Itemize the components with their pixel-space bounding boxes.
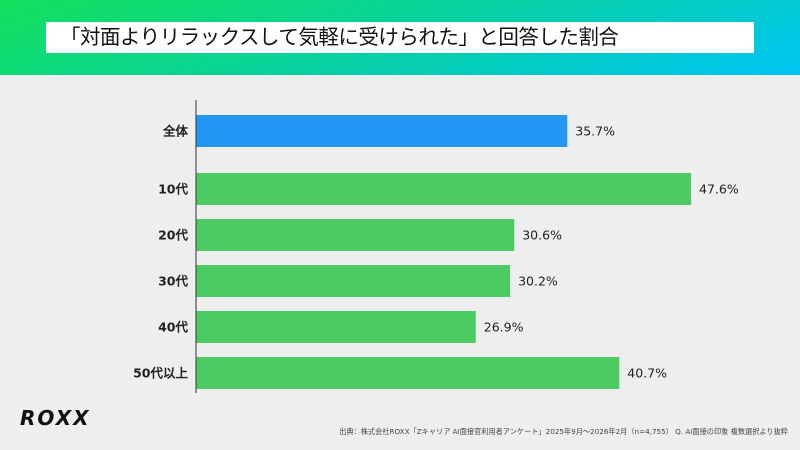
bar-1 [196,173,692,205]
roxx-logo: ROXX [20,406,91,430]
bar-3 [196,265,511,297]
category-label: 30代 [158,274,188,289]
bar-5 [196,357,620,389]
category-label: 50代以上 [133,366,188,381]
value-label: 30.2% [518,274,558,289]
category-label: 10代 [158,182,188,197]
value-label: 26.9% [484,320,524,335]
bar-2 [196,219,515,251]
value-label: 30.6% [522,228,562,243]
source-note: 出典：株式会社ROXX「Zキャリア AI面接官利用者アンケート」2025年9月〜… [339,427,788,436]
category-label: 全体 [162,124,189,139]
value-label: 40.7% [627,366,667,381]
category-label: 40代 [158,320,188,335]
bar-0 [196,115,568,147]
value-label: 35.7% [575,124,615,139]
chart-title: 「対面よりリラックスして気軽に受けられた」と回答した割合 [60,25,619,49]
bar-4 [196,311,476,343]
title-box [46,22,754,53]
value-label: 47.6% [699,182,739,197]
category-label: 20代 [158,228,188,243]
